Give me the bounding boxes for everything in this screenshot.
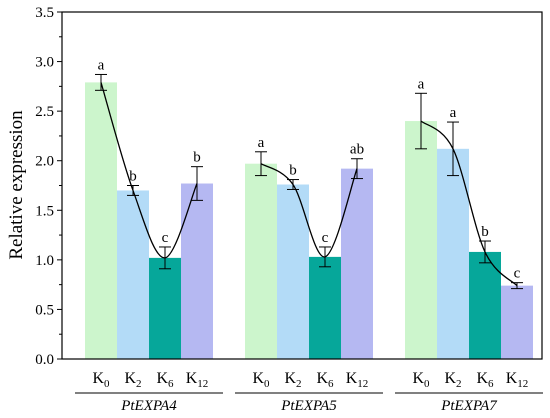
category-label-subscript: 2	[136, 378, 142, 390]
y-tick-label: 2.5	[35, 104, 54, 120]
category-label-main: K	[284, 370, 296, 387]
significance-label: c	[322, 230, 329, 246]
y-axis-title: Relative expression	[6, 110, 27, 260]
category-label-main: K	[92, 370, 104, 387]
category-label: K6	[316, 370, 334, 390]
category-label-main: K	[124, 370, 136, 387]
category-label-main: K	[476, 370, 488, 387]
category-label-main: K	[186, 370, 198, 387]
bar-PtEXPA5-K2	[277, 184, 309, 359]
category-label-main: K	[252, 370, 264, 387]
trend-curve-PtEXPA7	[420, 120, 518, 287]
category-label-subscript: 12	[357, 378, 368, 390]
group-label-PtEXPA5: PtEXPA5	[280, 398, 337, 414]
trend-curves-layer	[100, 82, 518, 287]
significance-label: c	[514, 266, 521, 282]
significance-label: b	[481, 224, 489, 240]
bar-PtEXPA5-K0	[245, 163, 277, 359]
y-tick-label: 3.0	[35, 55, 54, 71]
bar-PtEXPA5-K12	[341, 168, 373, 359]
category-label-subscript: 0	[104, 378, 110, 390]
trend-curve-PtEXPA4	[100, 82, 198, 259]
error-bar	[479, 240, 491, 264]
bars-layer	[85, 82, 533, 360]
y-tick-label: 1.0	[35, 253, 54, 269]
y-tick-label: 2.0	[35, 154, 54, 170]
significance-label: b	[289, 163, 297, 179]
category-label: K12	[346, 370, 369, 390]
category-label: K0	[252, 370, 270, 390]
category-label-subscript: 0	[424, 378, 430, 390]
significance-label: b	[129, 169, 137, 185]
significance-label: ab	[350, 142, 364, 158]
bar-PtEXPA4-K0	[85, 82, 117, 360]
category-label-subscript: 6	[488, 378, 494, 390]
group-label-PtEXPA4: PtEXPA4	[120, 398, 177, 414]
error-bar	[351, 158, 363, 180]
error-bar	[127, 185, 139, 196]
category-label: K2	[284, 370, 301, 390]
significance-label: c	[162, 230, 169, 246]
significance-label: a	[258, 135, 265, 151]
axes-layer: 0.0 0.5 1.0 1.5 2.0 2.5 3.0 3.5	[35, 5, 543, 368]
error-bar	[319, 246, 331, 268]
category-label: K6	[156, 370, 174, 390]
bar-PtEXPA4-K6	[149, 257, 181, 359]
category-label-subscript: 2	[456, 378, 462, 390]
trend-curve-PtEXPA5	[260, 163, 358, 258]
category-label-main: K	[316, 370, 328, 387]
category-label-subscript: 6	[168, 378, 174, 390]
bar-PtEXPA4-K2	[117, 190, 149, 359]
group-label-PtEXPA7: PtEXPA7	[440, 398, 498, 414]
labels-layer: aK0bK2cK6bK12PtEXPA4aK0bK2cK6abK12PtEXPA…	[75, 57, 543, 414]
category-label-main: K	[444, 370, 456, 387]
y-tick-label: 0.5	[35, 302, 54, 318]
significance-label: a	[98, 57, 105, 73]
category-label: K2	[444, 370, 461, 390]
error-bar	[511, 282, 523, 290]
category-label: K0	[92, 370, 110, 390]
category-label-subscript: 12	[517, 378, 528, 390]
y-tick-label: 1.5	[35, 203, 54, 219]
error-bar	[95, 73, 107, 91]
y-tick-label: 0.0	[35, 352, 54, 368]
bar-PtEXPA7-K0	[405, 121, 437, 359]
significance-label: a	[450, 105, 457, 121]
bar-PtEXPA7-K12	[501, 285, 533, 359]
error-bar	[447, 121, 459, 177]
bar-PtEXPA7-K6	[469, 251, 501, 359]
error-bar	[159, 246, 171, 270]
category-label-subscript: 2	[296, 378, 302, 390]
y-tick-label: 3.5	[35, 5, 54, 21]
category-label: K6	[476, 370, 494, 390]
category-label: K2	[124, 370, 141, 390]
error-bar	[415, 92, 427, 150]
error-bar	[191, 166, 203, 201]
error-bar	[287, 179, 299, 190]
bar-PtEXPA7-K2	[437, 148, 469, 359]
significance-label: a	[418, 76, 425, 92]
significance-label: b	[193, 150, 201, 166]
category-label-main: K	[412, 370, 424, 387]
category-label: K12	[506, 370, 529, 390]
category-label: K12	[186, 370, 209, 390]
bar-PtEXPA5-K6	[309, 256, 341, 359]
category-label-subscript: 0	[264, 378, 270, 390]
category-label-subscript: 12	[197, 378, 208, 390]
bar-PtEXPA4-K12	[181, 183, 213, 359]
category-label-main: K	[156, 370, 168, 387]
category-label-main: K	[506, 370, 518, 387]
category-label: K0	[412, 370, 430, 390]
error-bar	[255, 151, 267, 177]
category-label-main: K	[346, 370, 358, 387]
category-label-subscript: 6	[328, 378, 334, 390]
error-bars-layer	[95, 73, 523, 290]
